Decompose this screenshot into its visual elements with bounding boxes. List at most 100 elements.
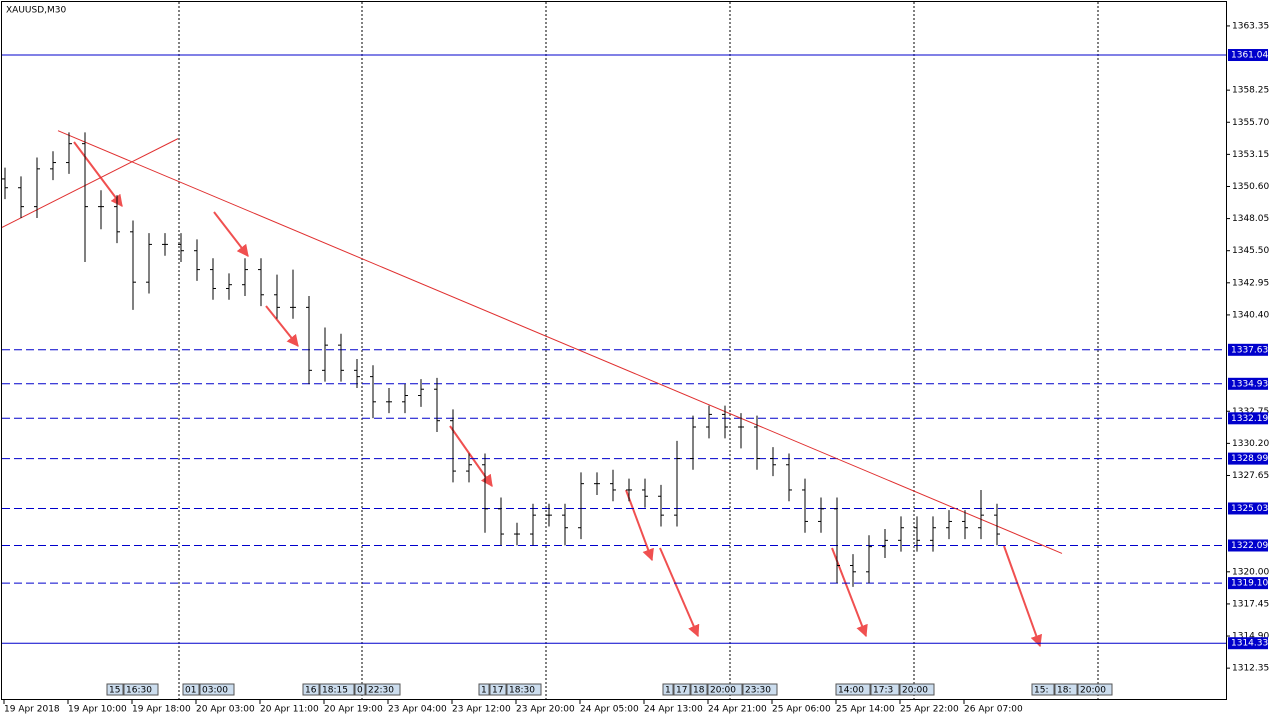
trendline	[1, 138, 179, 228]
level-label: 1322.09	[1231, 541, 1268, 551]
arrow	[449, 425, 493, 487]
event-label: 18	[693, 686, 705, 696]
x-tick-label: 25 Apr 06:00	[772, 705, 831, 715]
event-marker	[365, 683, 401, 696]
level-label-box	[1228, 637, 1268, 650]
x-tick-label: 20 Apr 19:00	[324, 705, 383, 715]
arrow	[213, 211, 249, 257]
y-tick-label: 1327.65	[1232, 471, 1269, 481]
event-label: 17	[492, 686, 503, 696]
x-tick-label: 19 Apr 2018	[4, 705, 60, 715]
event-label: 16:30	[126, 686, 152, 696]
event-marker	[489, 683, 507, 696]
event-marker	[182, 683, 200, 696]
y-tick-label: 1350.60	[1232, 182, 1269, 192]
y-tick-label: 1355.70	[1232, 118, 1269, 128]
chart-title: XAUUSD,M30	[6, 6, 66, 16]
event-label: 22:30	[368, 686, 394, 696]
level-label-box	[1228, 502, 1268, 515]
event-label: 15:	[1034, 686, 1048, 696]
y-tick-label: 1312.35	[1232, 664, 1269, 674]
event-label: 18:	[1057, 686, 1071, 696]
level-label-box	[1228, 577, 1268, 590]
event-marker	[506, 683, 542, 696]
level-label-box	[1228, 412, 1268, 425]
y-tick-label: 1345.50	[1232, 246, 1269, 256]
level-label: 1361.04	[1231, 51, 1268, 61]
level-label: 1328.99	[1231, 454, 1268, 464]
event-label: 20:00	[710, 686, 736, 696]
event-marker	[742, 683, 778, 696]
event-label: 20:00	[902, 686, 928, 696]
y-tick-label: 1317.45	[1232, 599, 1269, 609]
x-tick-label: 26 Apr 07:00	[964, 705, 1023, 715]
x-tick-label: 25 Apr 14:00	[836, 705, 895, 715]
event-label: 1	[481, 686, 487, 696]
event-marker	[690, 683, 708, 696]
event-marker	[123, 683, 159, 696]
trendline	[57, 130, 1063, 554]
event-marker	[302, 683, 320, 696]
event-marker	[106, 683, 124, 696]
y-tick-label: 1353.15	[1232, 150, 1269, 160]
y-tick-label: 1348.05	[1232, 214, 1269, 224]
level-label: 1325.03	[1231, 504, 1268, 514]
arrow	[831, 547, 868, 638]
event-marker	[478, 683, 490, 696]
level-label: 1337.63	[1231, 345, 1268, 355]
x-tick-label: 20 Apr 11:00	[260, 705, 319, 715]
event-label: 18:15	[322, 686, 348, 696]
event-marker	[354, 683, 366, 696]
plot-frame	[1, 1, 1227, 700]
x-tick-label: 23 Apr 12:00	[452, 705, 511, 715]
event-marker	[673, 683, 691, 696]
x-tick-label: 24 Apr 21:00	[708, 705, 767, 715]
y-tick-label: 1340.40	[1232, 310, 1269, 320]
level-label: 1319.10	[1231, 579, 1268, 589]
arrow	[73, 141, 123, 207]
y-tick-label: 1358.25	[1232, 86, 1269, 96]
y-tick-label: 1332.75	[1232, 407, 1269, 417]
event-marker	[319, 683, 355, 696]
event-marker	[870, 683, 900, 696]
y-tick-label: 1320.00	[1232, 567, 1269, 577]
y-tick-label: 1314.90	[1232, 632, 1269, 642]
level-label-box	[1228, 343, 1268, 356]
event-label: 1	[665, 686, 671, 696]
y-tick-label: 1363.35	[1232, 21, 1269, 31]
x-tick-label: 24 Apr 05:00	[580, 705, 639, 715]
event-marker	[707, 683, 743, 696]
event-marker	[1031, 683, 1055, 696]
level-label-box	[1228, 452, 1268, 465]
event-label: 14:00	[838, 686, 864, 696]
event-label: 17:3	[873, 686, 893, 696]
x-tick-label: 24 Apr 13:00	[644, 705, 703, 715]
event-label: 15	[109, 686, 120, 696]
x-tick-label: 25 Apr 22:00	[900, 705, 959, 715]
level-label-box	[1228, 539, 1268, 552]
event-label: 16	[305, 686, 317, 696]
event-label: 01	[185, 686, 196, 696]
event-marker	[899, 683, 935, 696]
y-tick-label: 1342.95	[1232, 278, 1269, 288]
x-tick-label: 19 Apr 10:00	[68, 705, 127, 715]
x-tick-label: 19 Apr 18:00	[132, 705, 191, 715]
event-label: 23:30	[745, 686, 771, 696]
event-marker	[835, 683, 871, 696]
level-label: 1334.93	[1231, 379, 1268, 389]
event-marker	[1077, 683, 1113, 696]
level-label: 1314.33	[1231, 639, 1268, 649]
event-label: 20:00	[1080, 686, 1106, 696]
level-label-box	[1228, 49, 1268, 62]
event-marker	[199, 683, 235, 696]
arrow	[625, 489, 654, 562]
level-label: 1332.19	[1231, 414, 1268, 424]
event-label: 03:00	[202, 686, 228, 696]
event-label: 0	[357, 686, 363, 696]
level-label-box	[1228, 377, 1268, 390]
arrows	[73, 141, 1042, 648]
y-tick-label: 1330.20	[1232, 439, 1269, 449]
event-marker	[1054, 683, 1078, 696]
x-tick-label: 23 Apr 04:00	[388, 705, 447, 715]
